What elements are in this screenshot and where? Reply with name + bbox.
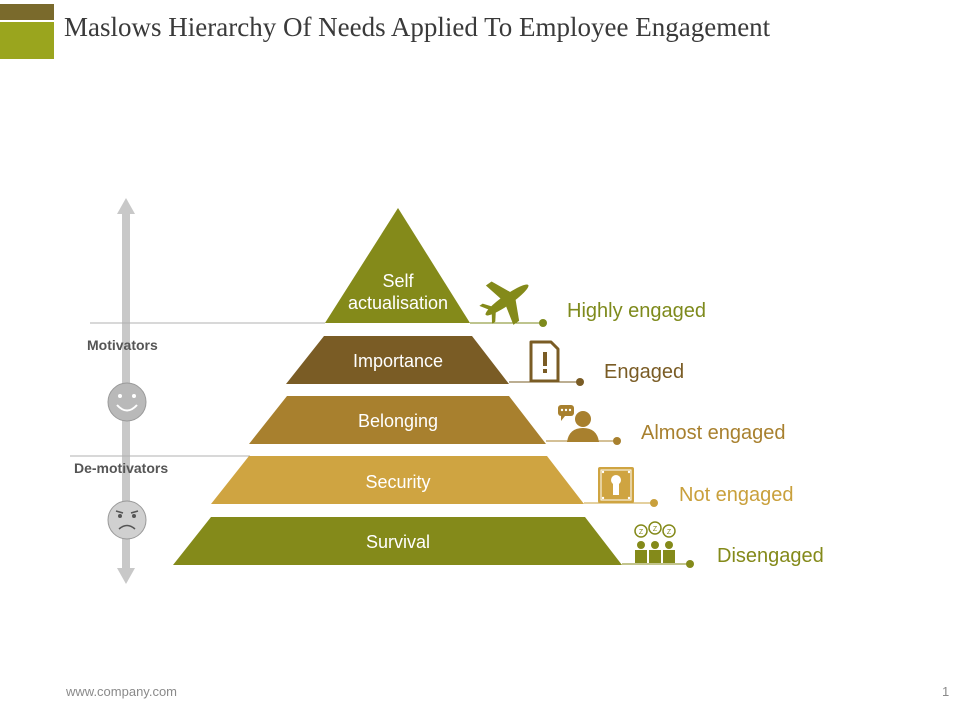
lock-icon bbox=[598, 467, 634, 503]
page-number: 1 bbox=[942, 684, 950, 699]
engagement-label-highly-engaged: Highly engaged bbox=[567, 300, 706, 322]
demotivators-label: De-motivators bbox=[74, 460, 169, 476]
pyramid-level-self-actualisation bbox=[325, 208, 470, 323]
pyramid-level-survival bbox=[173, 517, 622, 565]
smiley-face-icon bbox=[107, 382, 147, 422]
connector-disengaged bbox=[622, 560, 694, 568]
engagement-label-engaged: Engaged bbox=[604, 361, 685, 383]
level-label-belonging: Belonging bbox=[357, 411, 439, 431]
header-accent-top bbox=[0, 4, 54, 20]
pyramid-level-belonging bbox=[249, 396, 546, 444]
svg-text:Z: Z bbox=[653, 526, 658, 533]
level-label-importance: Importance bbox=[352, 351, 444, 371]
page-title: Maslows Hierarchy Of Needs Applied To Em… bbox=[64, 12, 771, 42]
level-label-self-actualisation: Self actualisation bbox=[347, 271, 449, 313]
pyramid-level-security bbox=[211, 456, 584, 504]
svg-text:Z: Z bbox=[639, 529, 644, 536]
engagement-label-almost-engaged: Almost engaged bbox=[641, 422, 786, 444]
engagement-label-not-engaged: Not engaged bbox=[679, 484, 794, 506]
level-label-security: Security bbox=[365, 472, 431, 492]
svg-text:Z: Z bbox=[667, 529, 672, 536]
sleeping-group-icon: Z Z Z bbox=[634, 521, 676, 563]
engagement-label-disengaged: Disengaged bbox=[717, 545, 824, 567]
motivators-label: Motivators bbox=[87, 337, 158, 353]
pyramid-level-importance bbox=[286, 336, 509, 384]
connector-highly-engaged bbox=[470, 319, 547, 327]
header-accent-bottom bbox=[0, 22, 54, 59]
footer-url: www.company.com bbox=[66, 684, 178, 699]
airplane-icon bbox=[479, 281, 529, 325]
sad-face-icon bbox=[107, 500, 147, 540]
document-alert-icon bbox=[529, 340, 560, 383]
level-label-survival: Survival bbox=[365, 532, 431, 552]
person-chat-icon bbox=[558, 405, 599, 442]
